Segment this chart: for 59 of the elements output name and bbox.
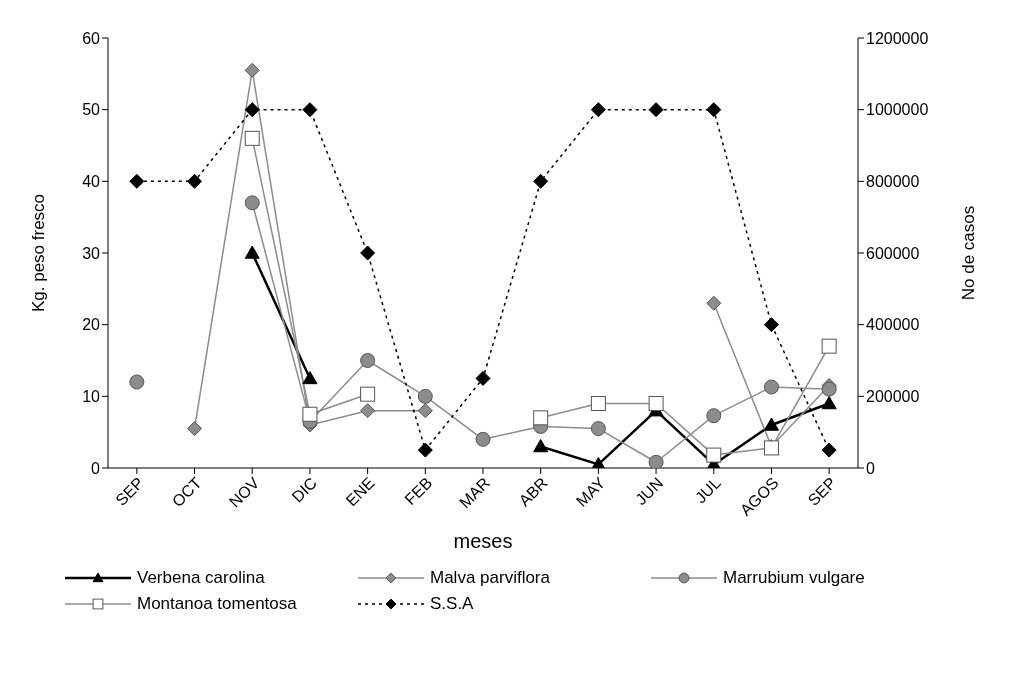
y-axis-title: Kg. peso fresco	[29, 193, 49, 313]
point	[129, 173, 145, 189]
y-tick-label: 30	[82, 244, 101, 262]
x-tick-label: DIC	[288, 474, 321, 506]
point	[129, 374, 145, 390]
y-tick-label: 20	[82, 316, 101, 334]
x-tick-label: SEP	[112, 474, 147, 509]
point	[360, 403, 376, 419]
point	[590, 421, 606, 437]
point	[475, 370, 491, 386]
point	[706, 102, 722, 118]
y-tick-label: 60	[82, 29, 101, 47]
point	[706, 408, 722, 424]
point	[533, 173, 549, 189]
point	[417, 388, 433, 404]
y2-tick-label: 1200000	[866, 29, 929, 47]
point	[648, 102, 664, 118]
y2-axis-title: No de casos	[959, 205, 979, 301]
y2-tick-label: 400000	[866, 316, 920, 334]
y-tick-label: 50	[82, 101, 101, 119]
x-axis-title: meses	[453, 530, 513, 552]
point	[475, 431, 491, 447]
point	[763, 417, 779, 431]
legend-label: Malva parviflora	[430, 568, 550, 588]
point	[648, 454, 664, 468]
y-tick-label: 10	[82, 388, 101, 406]
point	[244, 102, 260, 118]
point	[302, 102, 318, 118]
point	[187, 421, 203, 437]
point	[360, 353, 376, 368]
legend-label: Marrubium vulgare	[723, 568, 865, 588]
point	[187, 173, 203, 189]
y2-tick-label: 600000	[866, 244, 920, 262]
y2-tick-label: 800000	[866, 173, 920, 191]
point	[763, 379, 779, 395]
legend-label: Montanoa tomentosa	[137, 594, 297, 614]
point	[821, 442, 837, 458]
x-tick-label: FEB	[401, 474, 436, 509]
point	[244, 245, 260, 259]
legend-label: Verbena carolina	[137, 568, 265, 588]
y-tick-label: 40	[82, 173, 101, 191]
point	[244, 195, 260, 211]
point	[821, 396, 837, 410]
point	[417, 442, 433, 458]
legend-label: S.S.A	[430, 594, 474, 614]
point	[763, 317, 779, 333]
point	[244, 62, 260, 78]
x-tick-label: SEP	[804, 474, 840, 509]
point	[590, 102, 606, 118]
point	[417, 403, 433, 419]
y2-tick-label: 200000	[866, 388, 920, 406]
y2-tick-label: 1000000	[866, 101, 929, 119]
point	[360, 245, 376, 261]
point	[302, 370, 318, 385]
x-tick-label: JUL	[691, 474, 724, 507]
y-tick-label: 0	[91, 459, 101, 477]
point	[706, 295, 722, 311]
point	[533, 439, 549, 453]
y2-tick-label: 0	[866, 459, 875, 477]
